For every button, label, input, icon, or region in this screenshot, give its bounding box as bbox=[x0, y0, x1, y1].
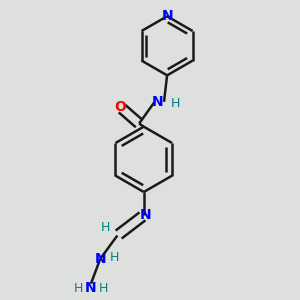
Text: H: H bbox=[101, 221, 110, 234]
Text: H: H bbox=[99, 282, 108, 295]
Text: N: N bbox=[94, 252, 106, 266]
Text: O: O bbox=[115, 100, 126, 114]
Text: H: H bbox=[110, 251, 119, 264]
Text: H: H bbox=[74, 282, 83, 295]
Text: N: N bbox=[151, 95, 163, 109]
Text: N: N bbox=[85, 281, 97, 296]
Text: N: N bbox=[161, 9, 173, 23]
Text: H: H bbox=[171, 97, 181, 110]
Text: N: N bbox=[140, 208, 151, 222]
